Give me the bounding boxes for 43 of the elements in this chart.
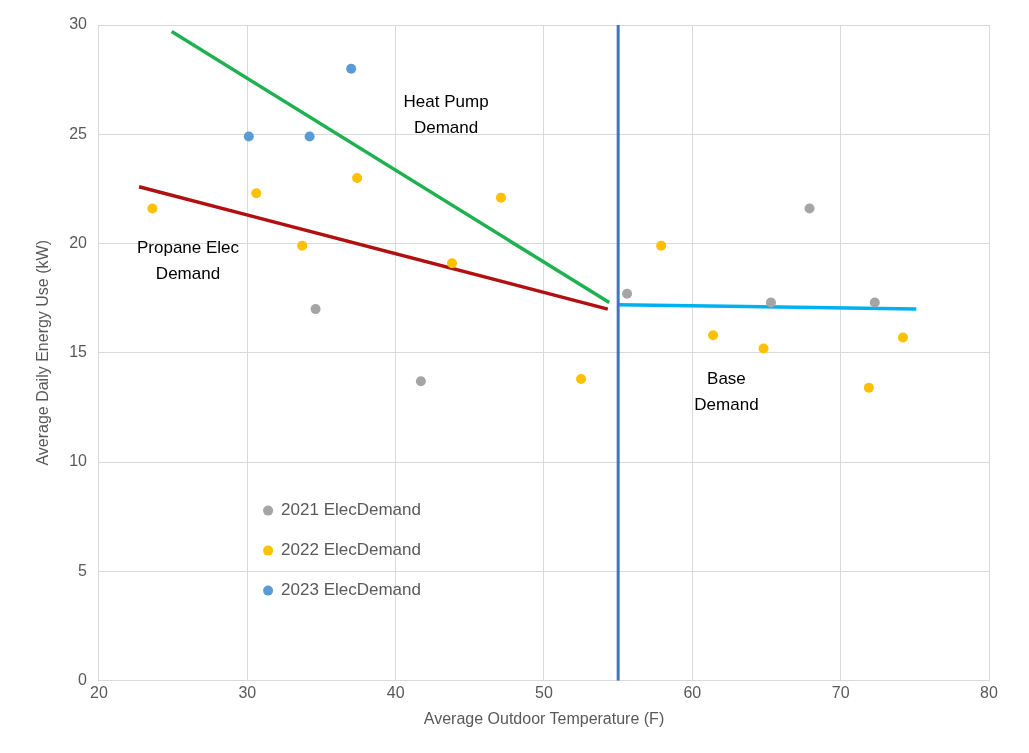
y-tick-label: 25 — [69, 124, 88, 142]
x-tick-label: 20 — [90, 683, 108, 701]
y-tick-label: 15 — [69, 343, 88, 361]
point — [447, 258, 458, 269]
y-tick-label: 10 — [69, 452, 88, 470]
point — [869, 297, 880, 308]
point — [310, 304, 321, 315]
x-axis-title: Average Outdoor Temperature (F) — [423, 709, 665, 727]
annotation: Base Demand — [694, 368, 759, 414]
point — [765, 297, 776, 308]
point — [297, 240, 308, 251]
point — [495, 192, 506, 203]
point — [758, 343, 769, 354]
point — [352, 172, 363, 183]
y-tick-label: 5 — [78, 561, 88, 579]
point — [147, 203, 158, 214]
x-tick-label: 70 — [831, 683, 850, 701]
y-tick-label: 30 — [69, 15, 88, 33]
x-tick-label: 50 — [535, 683, 553, 701]
point — [863, 382, 874, 393]
point — [415, 376, 426, 387]
point — [622, 288, 633, 299]
legend-label: 2021 ElecDemand — [281, 500, 421, 520]
point — [897, 332, 908, 343]
x-tick-label: 40 — [386, 683, 405, 701]
legend-label: 2023 ElecDemand — [281, 580, 421, 600]
annotation: Propane Elec Demand — [136, 237, 240, 283]
y-tick-label: 0 — [78, 671, 88, 689]
x-tick-label: 80 — [980, 683, 998, 701]
point — [346, 63, 357, 74]
point — [251, 188, 262, 199]
point — [804, 203, 815, 214]
y-axis-title: Average Daily Energy Use (kW) — [34, 240, 52, 466]
point — [243, 131, 254, 142]
annotation: Heat Pump Demand — [403, 91, 489, 137]
legend-label: 2022 ElecDemand — [281, 540, 421, 560]
point — [576, 374, 587, 385]
x-tick-label: 60 — [683, 683, 702, 701]
point — [304, 131, 315, 142]
point — [708, 330, 719, 341]
y-tick-label: 20 — [69, 233, 88, 251]
x-tick-label: 30 — [238, 683, 257, 701]
point — [656, 240, 667, 251]
